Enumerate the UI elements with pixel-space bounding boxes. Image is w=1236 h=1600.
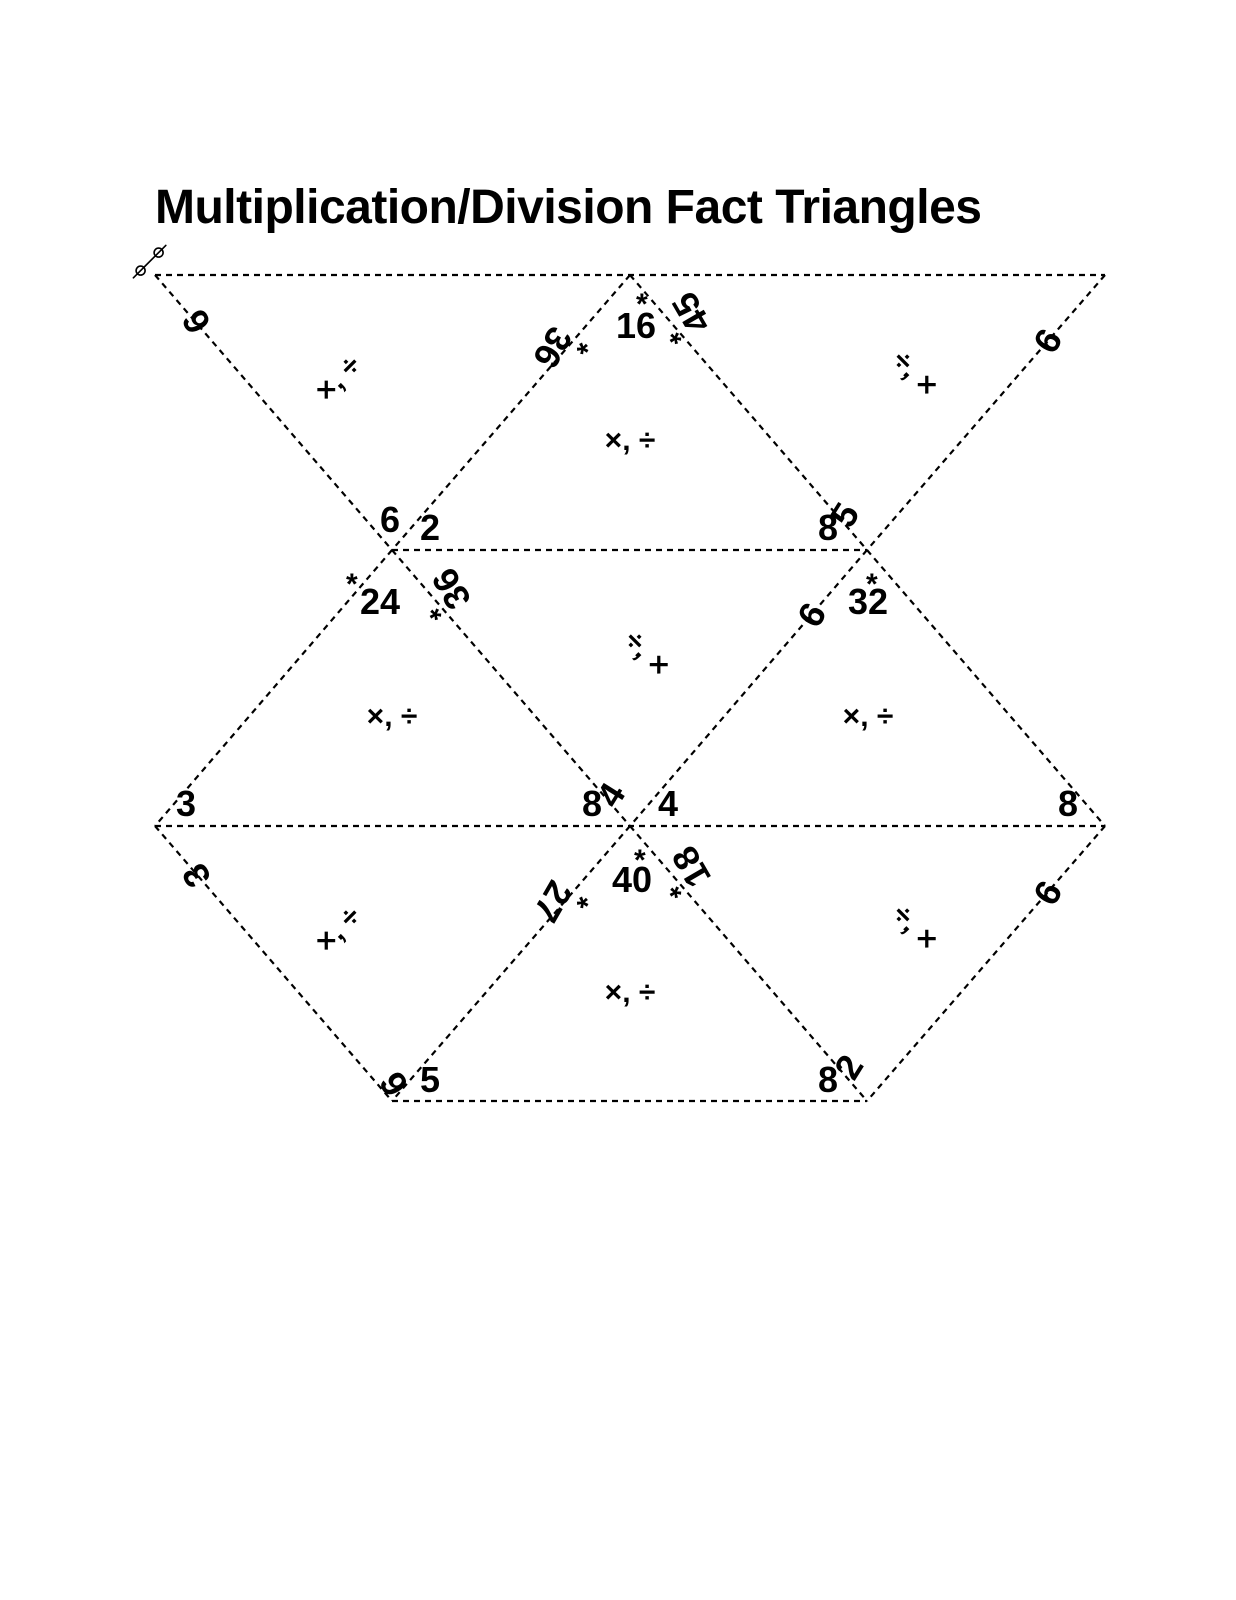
svg-text:9: 9 bbox=[789, 596, 835, 634]
svg-text:3: 3 bbox=[176, 783, 196, 824]
svg-text:8: 8 bbox=[1058, 783, 1078, 824]
svg-text:40: 40 bbox=[612, 859, 652, 900]
svg-text:3: 3 bbox=[173, 857, 219, 895]
svg-text:32: 32 bbox=[848, 581, 888, 622]
svg-text:5: 5 bbox=[420, 1059, 440, 1100]
svg-text:÷, ×: ÷, × bbox=[885, 898, 944, 957]
svg-text:×, ÷: ×, ÷ bbox=[843, 700, 894, 733]
triangle-3: * 45 9 5 ÷, × bbox=[649, 285, 1071, 534]
triangle-8: * 40 5 8 ×, ÷ bbox=[420, 844, 838, 1100]
triangle-1: 6 * 36 6 ×, ÷ bbox=[173, 303, 595, 540]
svg-text:×, ÷: ×, ÷ bbox=[367, 700, 418, 733]
svg-text:45: 45 bbox=[663, 285, 719, 340]
triangle-7: 3 * 27 9 ×, ÷ bbox=[173, 857, 595, 1104]
triangle-5: * 36 9 4 ÷, × bbox=[409, 561, 835, 814]
svg-text:9: 9 bbox=[371, 1065, 416, 1104]
fact-triangles-figure: 6 * 36 6 ×, ÷ * 16 2 8 ×, ÷ * 45 9 5 ÷, … bbox=[0, 0, 1236, 1600]
triangle-2: * 16 2 8 ×, ÷ bbox=[420, 288, 838, 548]
worksheet-page: Multiplication/Division Fact Triangles 6… bbox=[0, 0, 1236, 1600]
svg-text:36: 36 bbox=[423, 561, 479, 616]
svg-text:2: 2 bbox=[420, 507, 440, 548]
svg-text:6: 6 bbox=[380, 499, 400, 540]
svg-text:6: 6 bbox=[173, 303, 219, 341]
svg-text:×, ÷: ×, ÷ bbox=[309, 900, 368, 959]
svg-text:*: * bbox=[346, 568, 358, 601]
svg-text:÷, ×: ÷, × bbox=[617, 624, 676, 683]
svg-text:÷, ×: ÷, × bbox=[885, 344, 944, 403]
svg-text:4: 4 bbox=[658, 783, 678, 824]
svg-text:×, ÷: ×, ÷ bbox=[309, 349, 368, 408]
svg-text:24: 24 bbox=[360, 581, 400, 622]
svg-text:×, ÷: ×, ÷ bbox=[605, 424, 656, 457]
triangle-6: * 32 4 8 ×, ÷ bbox=[658, 568, 1078, 824]
svg-text:27: 27 bbox=[525, 874, 581, 929]
triangle-9: * 18 9 2 ÷, × bbox=[649, 839, 1071, 1086]
svg-text:9: 9 bbox=[1025, 322, 1071, 360]
triangle-4: * 24 3 8 ×, ÷ bbox=[176, 568, 602, 824]
svg-text:×, ÷: ×, ÷ bbox=[605, 976, 656, 1009]
svg-text:9: 9 bbox=[1025, 874, 1071, 912]
svg-text:36: 36 bbox=[525, 320, 581, 375]
svg-text:16: 16 bbox=[616, 305, 656, 346]
svg-text:18: 18 bbox=[663, 839, 719, 894]
